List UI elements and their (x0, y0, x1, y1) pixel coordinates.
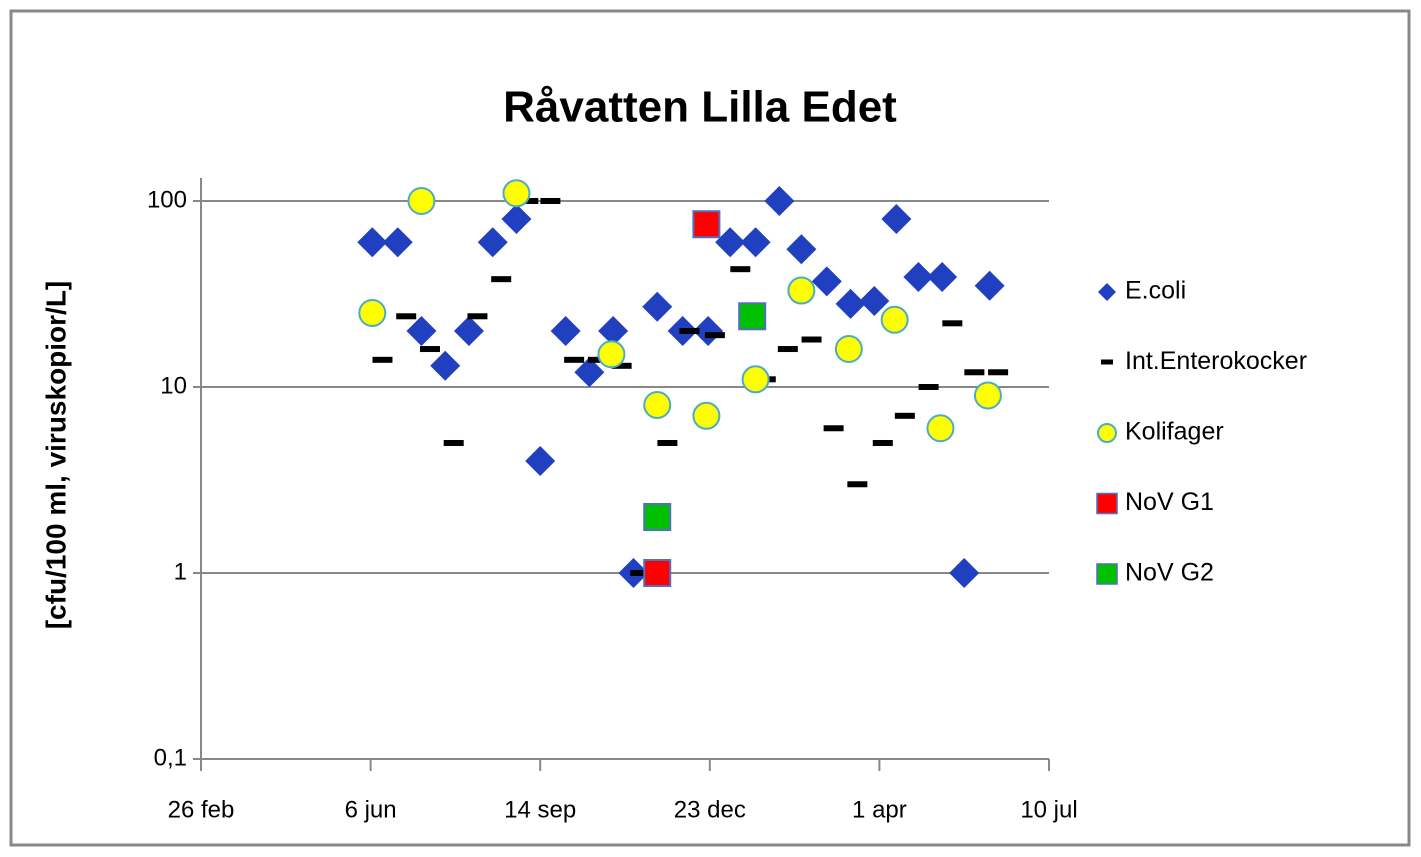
data-point (692, 210, 721, 239)
data-point (477, 227, 508, 258)
data-point (597, 340, 626, 369)
data-point (502, 179, 531, 208)
data-point (811, 266, 842, 297)
data-point (467, 313, 488, 320)
data-point (550, 316, 581, 347)
legend-label: NoV G1 (1125, 488, 1214, 516)
data-point (988, 369, 1009, 376)
data-point (704, 332, 725, 339)
data-point (643, 391, 672, 420)
data-point (880, 305, 909, 334)
data-point (564, 356, 585, 363)
data-point (730, 266, 751, 273)
data-point (358, 298, 387, 327)
x-tick-label: 10 jul (1020, 796, 1077, 823)
data-point (642, 291, 673, 322)
data-point (679, 328, 700, 335)
data-point (974, 270, 1005, 301)
y-axis-label: [cfu/100 ml, viruskopior/L] (40, 281, 71, 630)
x-tick-label: 23 dec (674, 796, 746, 823)
data-point (847, 481, 868, 488)
data-point (396, 313, 417, 320)
data-point (881, 204, 912, 235)
data-point (738, 302, 767, 331)
data-point (949, 558, 980, 588)
data-point (525, 446, 556, 477)
y-tick-label: 0,1 (154, 744, 187, 771)
data-point (777, 346, 798, 353)
data-point (443, 439, 464, 446)
x-tick-label: 14 sep (504, 796, 576, 823)
data-point (611, 362, 632, 369)
y-tick-label: 1 (174, 558, 187, 585)
y-tick-label: 100 (147, 186, 187, 213)
data-point (823, 425, 844, 432)
data-point (643, 559, 672, 587)
data-point (964, 369, 985, 376)
legend-marker (1096, 492, 1118, 515)
data-point (741, 365, 770, 394)
data-point (406, 316, 437, 347)
legend-label: E.coli (1125, 277, 1186, 305)
data-point (501, 204, 532, 235)
data-point (491, 276, 512, 283)
data-point (872, 439, 893, 446)
data-point (918, 384, 939, 390)
legend-marker (1098, 283, 1116, 301)
data-point (859, 285, 890, 316)
data-point (382, 227, 413, 258)
data-point (786, 234, 817, 265)
data-point (903, 262, 934, 293)
data-point (926, 414, 955, 443)
legend-label: NoV G2 (1125, 559, 1214, 587)
data-point (630, 570, 651, 576)
chart-title: Råvatten Lilla Edet (503, 83, 897, 132)
data-point (574, 357, 605, 388)
data-point (973, 381, 1002, 410)
legend-label: Kolifager (1125, 418, 1224, 446)
data-point (834, 335, 863, 364)
data-point (715, 227, 746, 258)
data-point (407, 187, 436, 215)
data-point (927, 262, 958, 293)
data-point (692, 401, 721, 430)
data-point (835, 288, 866, 319)
data-point (430, 350, 461, 381)
data-point (372, 356, 393, 363)
data-point (764, 186, 795, 216)
data-point (740, 227, 771, 258)
legend-marker (1101, 359, 1113, 365)
data-point (787, 276, 816, 305)
data-point (453, 316, 484, 347)
legend-marker (1096, 563, 1118, 585)
data-point (357, 227, 388, 258)
data-point (518, 198, 539, 204)
data-point (801, 336, 822, 343)
x-tick-label: 26 feb (168, 796, 235, 823)
legend-label: Int.Enterokocker (1125, 347, 1307, 375)
data-point (587, 356, 608, 363)
x-tick-label: 1 apr (852, 796, 907, 823)
data-point (657, 439, 678, 446)
data-point (540, 198, 561, 204)
x-tick-label: 6 jun (345, 796, 397, 823)
data-point (894, 412, 915, 419)
data-point (643, 503, 672, 532)
y-tick-label: 10 (160, 372, 187, 399)
data-point (942, 320, 963, 327)
data-point (419, 346, 440, 353)
data-point (598, 316, 629, 347)
legend-marker (1097, 423, 1117, 443)
data-point (693, 316, 724, 347)
